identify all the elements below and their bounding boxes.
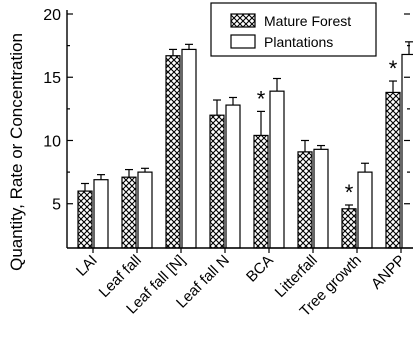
bar-mature-forest — [341, 208, 357, 249]
y-tick-label: 5 — [52, 197, 61, 214]
significance-marker: * — [345, 180, 354, 205]
bar-mature-forest — [253, 134, 269, 249]
bar-mature-forest — [297, 151, 313, 249]
bar-plantations — [313, 148, 329, 249]
bar-plantations — [225, 104, 241, 249]
bar-mature-forest — [165, 55, 181, 249]
x-tick-label: ANPP — [368, 252, 409, 293]
y-tick-label: 15 — [43, 70, 61, 87]
bar-mature-forest — [77, 190, 93, 249]
x-tick-label: LAI — [73, 252, 101, 280]
x-tick-label: BCA — [243, 252, 277, 286]
y-axis-label: Quantity, Rate or Concentration — [7, 33, 26, 271]
bar-plantations — [269, 90, 285, 249]
bar-mature-forest — [385, 91, 401, 249]
y-tick-label: 20 — [43, 7, 61, 24]
legend: Mature Forest Plantations — [210, 2, 377, 57]
bar-plantations — [401, 53, 413, 249]
legend-swatch-mature-forest — [230, 13, 256, 28]
bar-mature-forest — [121, 176, 137, 249]
legend-label-mature-forest: Mature Forest — [264, 13, 351, 29]
bar-plantations — [93, 179, 109, 249]
bar-plantations — [181, 48, 197, 249]
bar-plantations — [357, 171, 373, 249]
bar-mature-forest — [209, 114, 225, 249]
legend-swatch-plantations — [230, 34, 256, 49]
significance-marker: * — [257, 86, 266, 111]
legend-label-plantations: Plantations — [264, 34, 333, 50]
bar-plantations — [137, 171, 153, 249]
plot-area: * * * — [77, 41, 413, 249]
y-tick-label: 10 — [43, 133, 61, 150]
significance-marker: * — [389, 56, 398, 81]
